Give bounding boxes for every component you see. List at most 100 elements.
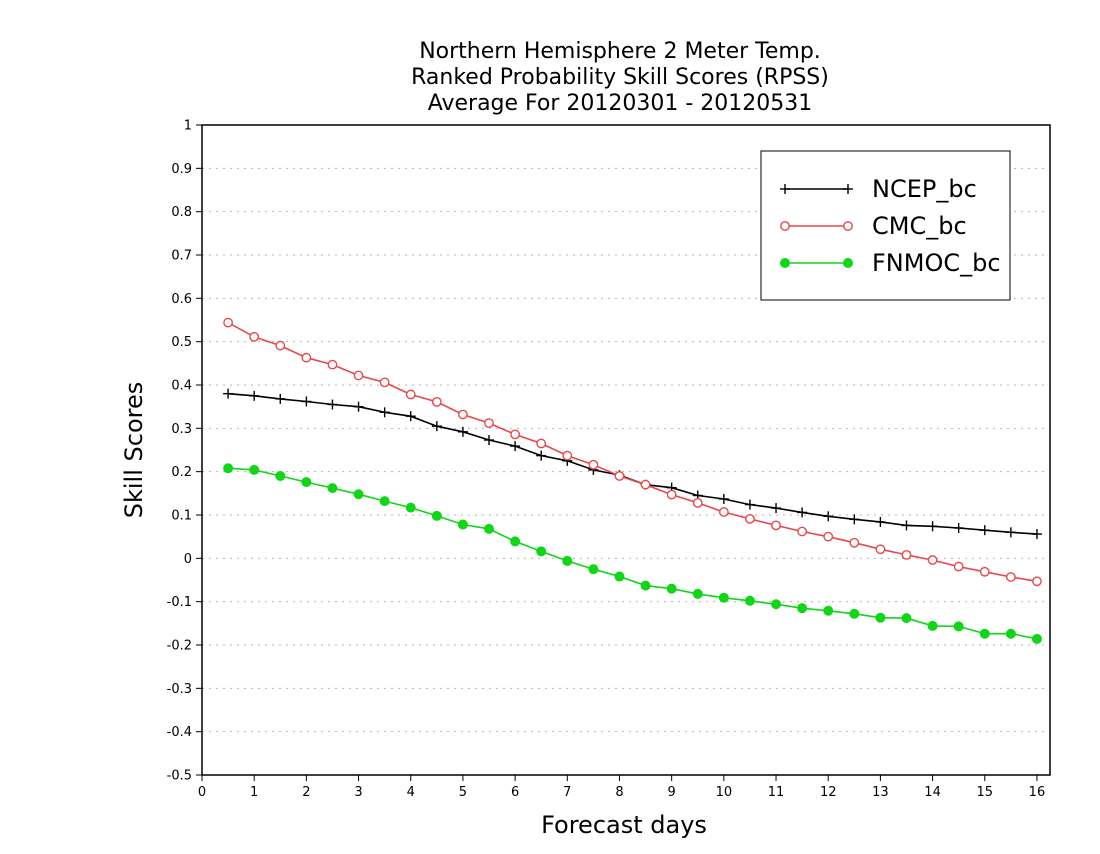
data-point-cmc-bc — [458, 409, 468, 420]
data-point-ncep-bc — [718, 493, 729, 504]
data-point-ncep-bc — [249, 390, 260, 401]
data-point-ncep-bc — [353, 401, 364, 412]
data-point-cmc-bc — [223, 317, 233, 328]
data-point-ncep-bc — [536, 450, 547, 461]
series-ncep-bc — [223, 388, 1042, 540]
legend-label-ncep-bc: NCEP_bc — [872, 175, 977, 203]
series-line-ncep-bc — [228, 392, 1038, 535]
data-point-cmc-bc — [666, 489, 677, 500]
y-tick-label: 0.6 — [171, 292, 192, 307]
data-point-fnmoc-bc — [901, 613, 912, 624]
y-tick-label: -0.5 — [167, 769, 192, 784]
y-tick-label: 0.1 — [171, 509, 192, 524]
x-tick-label: 15 — [976, 785, 993, 800]
data-point-fnmoc-bc — [979, 628, 990, 639]
chart-title-line-1: Northern Hemisphere 2 Meter Temp. — [419, 39, 821, 64]
series-line-fnmoc-bc — [228, 467, 1038, 640]
data-point-fnmoc-bc — [484, 523, 495, 534]
y-tick-label: 0.8 — [171, 205, 192, 220]
legend-marker — [780, 221, 790, 231]
data-point-ncep-bc — [875, 516, 886, 527]
data-point-ncep-bc — [405, 411, 416, 422]
legend-entry-cmc-bc: CMC_bc — [780, 212, 967, 240]
data-point-cmc-bc — [536, 438, 547, 449]
data-point-fnmoc-bc — [536, 546, 547, 557]
x-axis-title: Forecast days — [541, 811, 707, 839]
data-point-fnmoc-bc — [849, 608, 860, 619]
data-point-ncep-bc — [510, 441, 521, 452]
x-tick-label: 7 — [563, 785, 571, 800]
x-tick-label: 2 — [302, 785, 310, 800]
data-point-cmc-bc — [405, 389, 416, 400]
data-point-ncep-bc — [275, 393, 286, 404]
legend-marker — [843, 184, 853, 194]
data-point-ncep-bc — [223, 388, 234, 399]
data-point-fnmoc-bc — [875, 612, 886, 623]
x-tick-label: 11 — [768, 785, 785, 800]
series-fnmoc-bc — [223, 463, 1042, 644]
data-point-ncep-bc — [327, 399, 338, 410]
data-point-cmc-bc — [901, 549, 912, 560]
data-point-cmc-bc — [562, 450, 573, 461]
y-tick-label: -0.1 — [167, 595, 192, 610]
y-tick-label: 0.2 — [171, 465, 192, 480]
x-tick-label: 4 — [407, 785, 415, 800]
y-tick-label: 0.9 — [171, 162, 192, 177]
data-point-cmc-bc — [1005, 572, 1016, 582]
data-point-fnmoc-bc — [588, 564, 599, 575]
data-point-fnmoc-bc — [327, 483, 338, 494]
data-point-cmc-bc — [327, 359, 338, 370]
data-point-fnmoc-bc — [640, 580, 651, 591]
data-point-fnmoc-bc — [510, 536, 521, 547]
x-tick-label: 6 — [511, 785, 519, 800]
data-point-cmc-bc — [692, 497, 703, 508]
legend-label-cmc-bc: CMC_bc — [872, 212, 967, 240]
data-point-ncep-bc — [1005, 527, 1016, 538]
data-point-cmc-bc — [771, 520, 781, 531]
legend-entry-fnmoc-bc: FNMOC_bc — [780, 249, 1001, 277]
legend-entries: NCEP_bc CMC_bc FNMOC_bc — [780, 175, 1001, 277]
x-tick-label: 8 — [615, 785, 623, 800]
data-point-fnmoc-bc — [379, 496, 390, 507]
data-point-fnmoc-bc — [431, 510, 442, 521]
data-point-fnmoc-bc — [223, 463, 234, 474]
data-point-fnmoc-bc — [614, 571, 625, 582]
data-point-fnmoc-bc — [953, 621, 964, 632]
data-point-ncep-bc — [744, 499, 755, 510]
data-point-cmc-bc — [745, 514, 755, 524]
series-layer — [223, 317, 1042, 644]
data-point-fnmoc-bc — [823, 605, 834, 616]
data-point-cmc-bc — [301, 352, 312, 363]
data-point-cmc-bc — [849, 537, 860, 548]
x-tick-label: 5 — [459, 785, 467, 800]
y-tick-label: 0.7 — [171, 249, 192, 264]
data-point-cmc-bc — [510, 429, 521, 440]
data-point-cmc-bc — [275, 340, 286, 351]
grid-layer — [202, 167, 1050, 733]
data-point-ncep-bc — [1031, 529, 1042, 540]
data-point-cmc-bc — [640, 479, 651, 490]
data-point-fnmoc-bc — [562, 555, 573, 566]
legend-marker — [780, 258, 790, 268]
x-axis: 0 1 2 3 4 5 6 7 8 9 10 11 12 13 14 15 16 — [198, 775, 1045, 800]
x-tick-label: 10 — [716, 785, 733, 800]
data-point-fnmoc-bc — [771, 599, 782, 610]
data-point-ncep-bc — [901, 520, 912, 531]
data-point-ncep-bc — [797, 507, 808, 518]
legend-entry-ncep-bc: NCEP_bc — [780, 175, 977, 203]
data-point-cmc-bc — [979, 566, 990, 577]
legend-label-fnmoc-bc: FNMOC_bc — [872, 249, 1001, 277]
data-point-fnmoc-bc — [353, 489, 364, 500]
legend: NCEP_bc CMC_bc FNMOC_bc — [760, 150, 1011, 301]
x-tick-label: 9 — [668, 785, 676, 800]
data-point-ncep-bc — [484, 435, 495, 446]
data-point-ncep-bc — [927, 521, 938, 532]
data-point-fnmoc-bc — [692, 588, 703, 599]
y-tick-label: 0.4 — [171, 379, 192, 394]
data-point-cmc-bc — [614, 471, 625, 481]
data-point-cmc-bc — [953, 561, 964, 572]
chart-title: Northern Hemisphere 2 Meter Temp. Ranked… — [411, 39, 829, 116]
data-point-cmc-bc — [431, 396, 442, 407]
